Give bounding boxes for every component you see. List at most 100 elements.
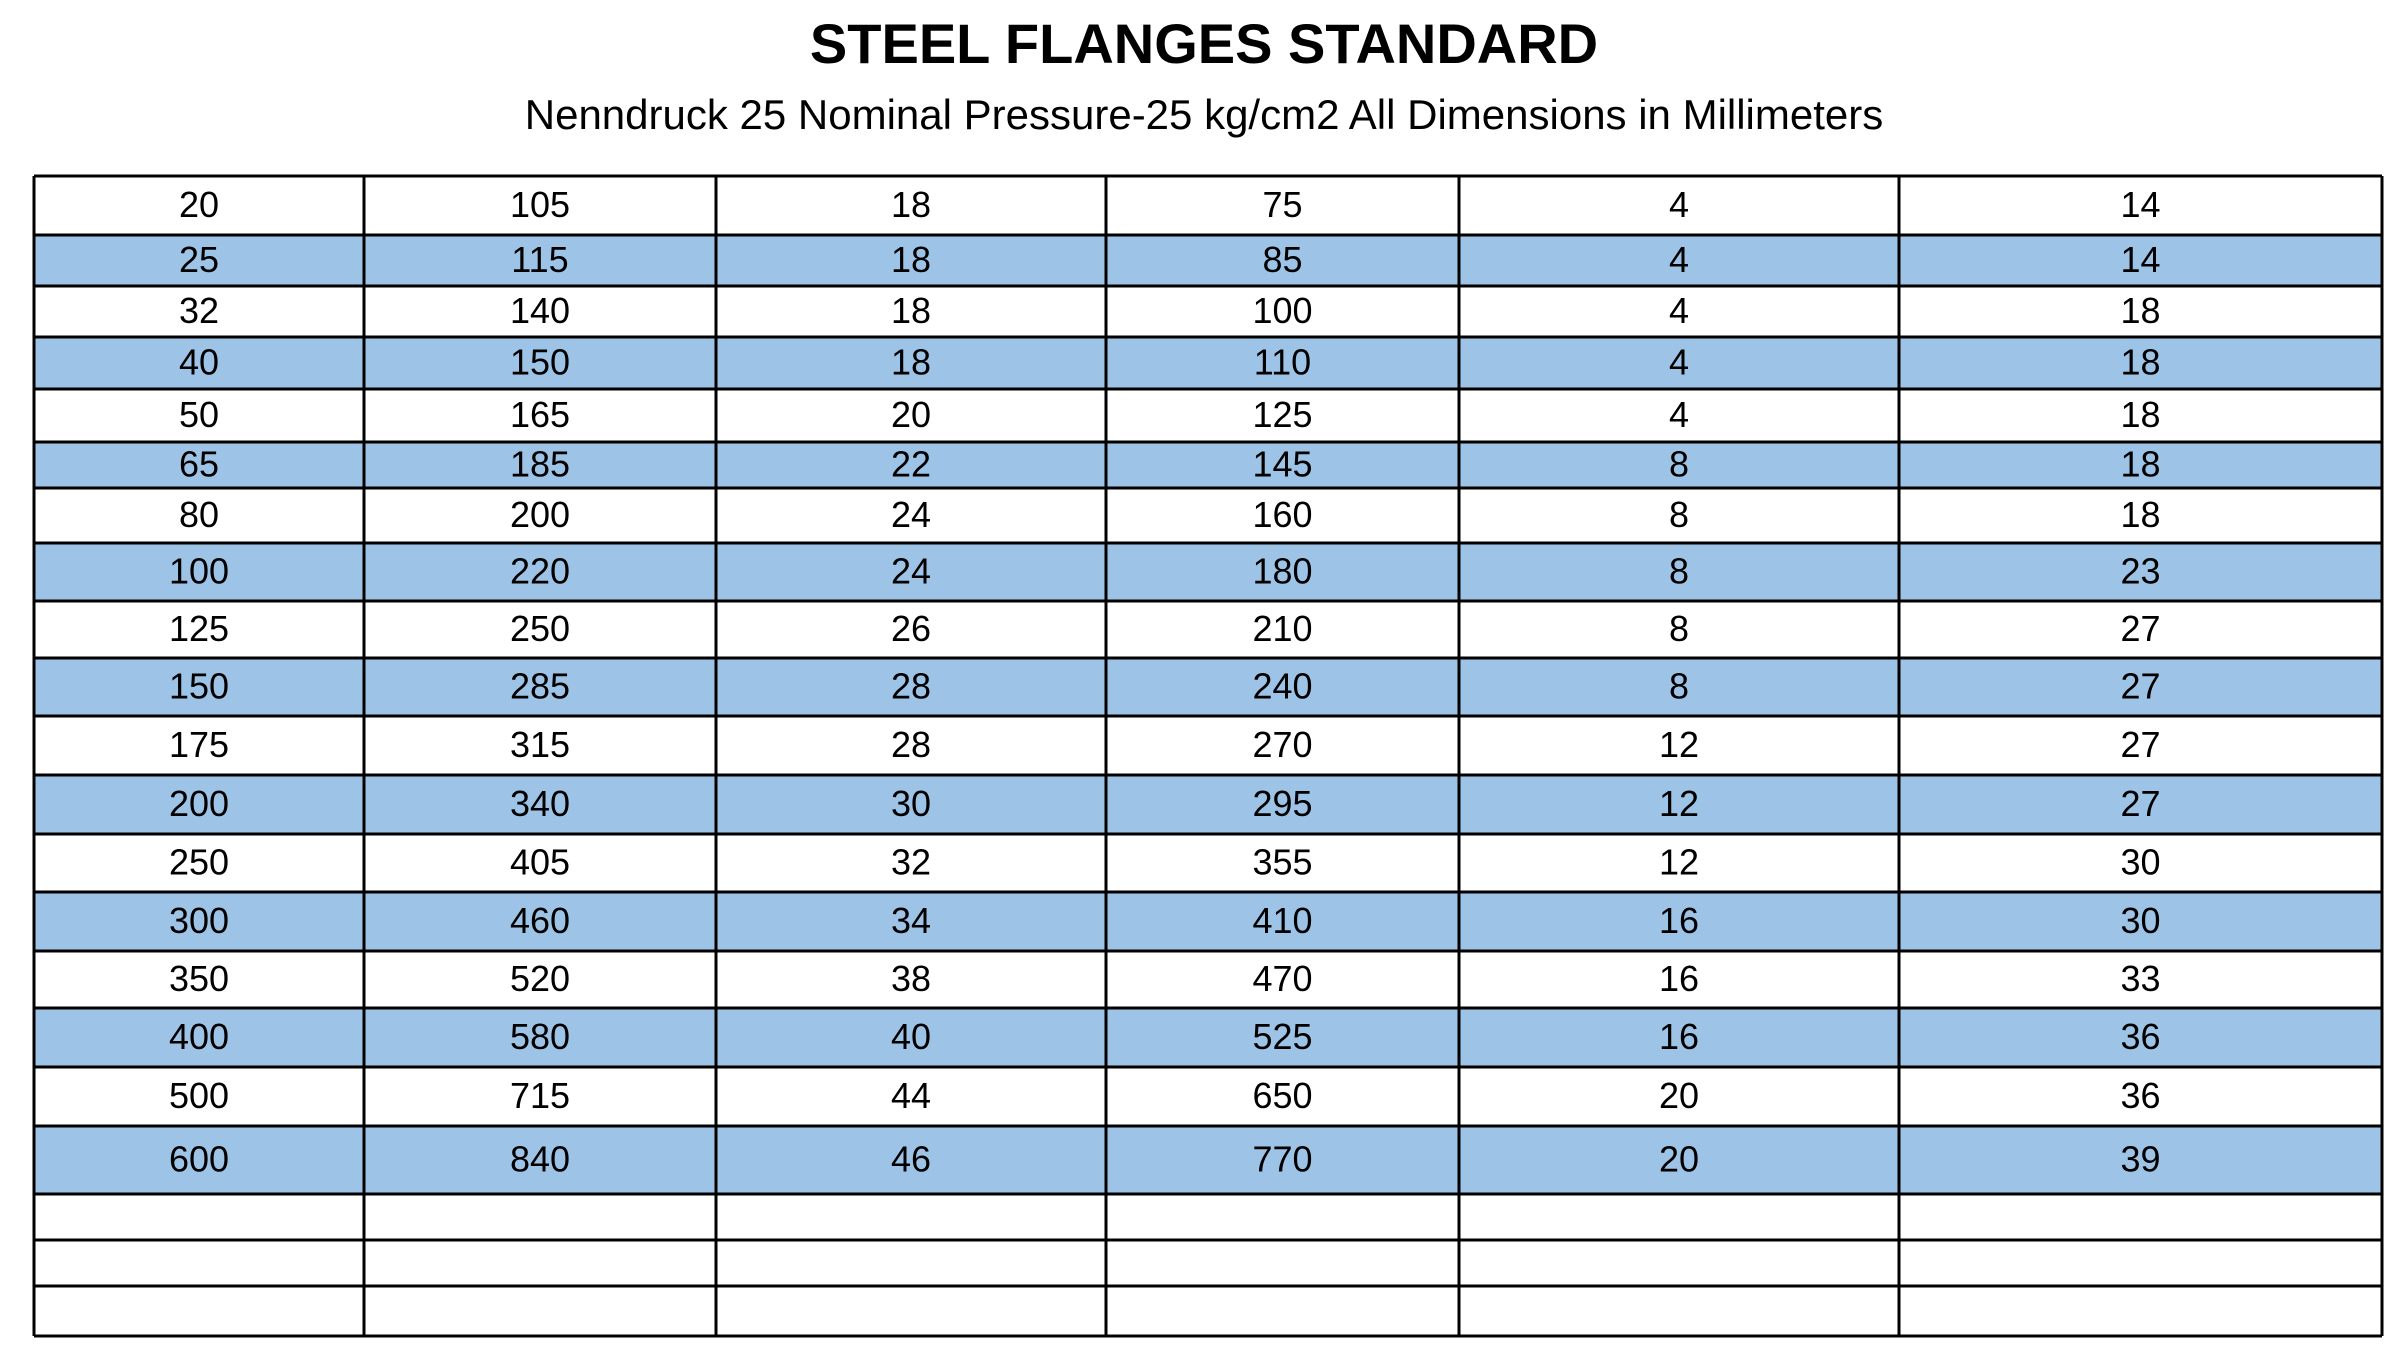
cell: 300 xyxy=(169,900,229,941)
cell: 8 xyxy=(1669,551,1689,592)
cell: 38 xyxy=(891,958,931,999)
cell: 26 xyxy=(891,608,931,649)
cell: 39 xyxy=(2120,1139,2160,1180)
cell: 12 xyxy=(1659,783,1699,824)
cell: 85 xyxy=(1262,239,1302,280)
cell: 20 xyxy=(1659,1075,1699,1116)
cell: 350 xyxy=(169,958,229,999)
cell: 27 xyxy=(2120,783,2160,824)
cell: 14 xyxy=(2120,184,2160,225)
cell: 20 xyxy=(1659,1139,1699,1180)
cell: 285 xyxy=(510,666,570,707)
cell: 125 xyxy=(169,608,229,649)
cell: 80 xyxy=(179,494,219,535)
cell: 27 xyxy=(2120,666,2160,707)
cell: 105 xyxy=(510,184,570,225)
cell: 8 xyxy=(1669,444,1689,485)
cell: 16 xyxy=(1659,1016,1699,1057)
cell: 18 xyxy=(891,342,931,383)
cell: 525 xyxy=(1252,1016,1312,1057)
cell: 180 xyxy=(1252,551,1312,592)
row-band xyxy=(34,337,2382,389)
cell: 40 xyxy=(891,1016,931,1057)
cell: 36 xyxy=(2120,1016,2160,1057)
cell: 18 xyxy=(891,290,931,331)
row-band xyxy=(34,543,2382,601)
cell: 16 xyxy=(1659,900,1699,941)
cell: 770 xyxy=(1252,1139,1312,1180)
cell: 30 xyxy=(2120,842,2160,883)
row-band xyxy=(34,1126,2382,1194)
cell: 27 xyxy=(2120,724,2160,765)
cell: 250 xyxy=(169,842,229,883)
cell: 650 xyxy=(1252,1075,1312,1116)
cell: 24 xyxy=(891,494,931,535)
row-band xyxy=(34,658,2382,716)
cell: 8 xyxy=(1669,494,1689,535)
cell: 500 xyxy=(169,1075,229,1116)
cell: 34 xyxy=(891,900,931,941)
cell: 18 xyxy=(2120,342,2160,383)
row-band xyxy=(34,442,2382,488)
row-band xyxy=(34,235,2382,286)
cell: 22 xyxy=(891,444,931,485)
cell: 140 xyxy=(510,290,570,331)
cell: 18 xyxy=(2120,394,2160,435)
cell: 12 xyxy=(1659,724,1699,765)
row-band xyxy=(34,892,2382,951)
subtitle: Nenndruck 25 Nominal Pressure-25 kg/cm2 … xyxy=(525,91,1884,138)
cell: 46 xyxy=(891,1139,931,1180)
cell: 33 xyxy=(2120,958,2160,999)
cell: 200 xyxy=(169,783,229,824)
cell: 175 xyxy=(169,724,229,765)
cell: 18 xyxy=(2120,494,2160,535)
cell: 4 xyxy=(1669,342,1689,383)
cell: 4 xyxy=(1669,290,1689,331)
cell: 295 xyxy=(1252,783,1312,824)
cell: 30 xyxy=(891,783,931,824)
cell: 220 xyxy=(510,551,570,592)
table: 20 105 18 75 4 14 25 115 18 85 4 14 32 140 18 100 4 18 40 1… xyxy=(32,174,2384,1338)
cell: 40 xyxy=(179,342,219,383)
cell: 600 xyxy=(169,1139,229,1180)
cell: 28 xyxy=(891,666,931,707)
cell: 18 xyxy=(891,239,931,280)
cell: 150 xyxy=(169,666,229,707)
cell: 23 xyxy=(2120,551,2160,592)
cell: 16 xyxy=(1659,958,1699,999)
cell: 715 xyxy=(510,1075,570,1116)
cell: 840 xyxy=(510,1139,570,1180)
cell: 32 xyxy=(179,290,219,331)
cell: 12 xyxy=(1659,842,1699,883)
cell: 200 xyxy=(510,494,570,535)
cell: 18 xyxy=(2120,444,2160,485)
cell: 32 xyxy=(891,842,931,883)
cell: 210 xyxy=(1252,608,1312,649)
cell: 18 xyxy=(891,184,931,225)
cell: 30 xyxy=(2120,900,2160,941)
cell: 145 xyxy=(1252,444,1312,485)
cell: 100 xyxy=(169,551,229,592)
cell: 355 xyxy=(1252,842,1312,883)
cell: 150 xyxy=(510,342,570,383)
cell: 4 xyxy=(1669,184,1689,225)
row-band xyxy=(34,775,2382,834)
cell: 4 xyxy=(1669,394,1689,435)
cell: 50 xyxy=(179,394,219,435)
cell: 270 xyxy=(1252,724,1312,765)
cell: 185 xyxy=(510,444,570,485)
cell: 4 xyxy=(1669,239,1689,280)
cell: 165 xyxy=(510,394,570,435)
cell: 240 xyxy=(1252,666,1312,707)
cell: 160 xyxy=(1252,494,1312,535)
cell: 520 xyxy=(510,958,570,999)
cell: 100 xyxy=(1252,290,1312,331)
cell: 125 xyxy=(1252,394,1312,435)
cell: 315 xyxy=(510,724,570,765)
cell: 14 xyxy=(2120,239,2160,280)
cell: 400 xyxy=(169,1016,229,1057)
cell: 8 xyxy=(1669,608,1689,649)
cell: 8 xyxy=(1669,666,1689,707)
cell: 460 xyxy=(510,900,570,941)
